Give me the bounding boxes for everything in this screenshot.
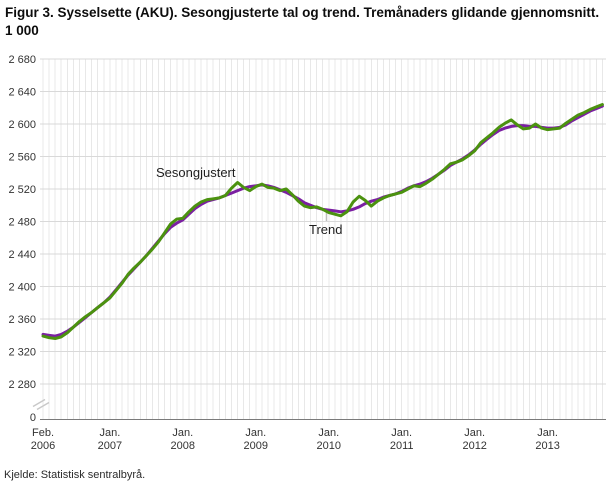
line-chart: 2 680 2 640 2 600 2 560 2 520 2 480 2 440 2 400… xyxy=(8,54,606,452)
x-tick-label-year: 2009 xyxy=(244,440,268,452)
y-tick-label: 2 560 xyxy=(8,152,36,164)
y-tick-label: 2 480 xyxy=(8,217,36,229)
x-tick-label-month: Jan. xyxy=(100,427,121,439)
series-line-sesongjustert xyxy=(41,103,604,340)
y-tick-label: 2 520 xyxy=(8,184,36,196)
y-tick-label: 2 600 xyxy=(8,119,36,131)
y-tick-label: 2 680 xyxy=(8,54,36,66)
y-gridlines xyxy=(40,58,606,385)
y-tick-label: 2 280 xyxy=(8,379,36,391)
y-tick-label: 2 440 xyxy=(8,249,36,261)
figure-title: Figur 3. Sysselsette (AKU). Sesongjuster… xyxy=(5,5,600,38)
x-tick-labels: Feb.2006Jan.2007Jan.2008Jan.2009Jan.2010… xyxy=(31,427,560,452)
x-tick-label-month: Jan. xyxy=(245,427,266,439)
x-tick-label-year: 2008 xyxy=(171,440,195,452)
x-tick-label-year: 2007 xyxy=(98,440,122,452)
x-tick-label-year: 2013 xyxy=(535,440,559,452)
x-tick-label-month: Feb. xyxy=(32,427,54,439)
x-tick-label-month: Jan. xyxy=(464,427,485,439)
x-tick-label-month: Jan. xyxy=(318,427,339,439)
x-tick-label-month: Jan. xyxy=(537,427,558,439)
y-tick-labels: 2 680 2 640 2 600 2 560 2 520 2 480 2 440 2 400… xyxy=(8,54,36,424)
x-tick-label-year: 2011 xyxy=(390,440,414,452)
source-note: Kjelde: Statistisk sentralbyrå. xyxy=(4,469,146,481)
x-tick-label-year: 2006 xyxy=(31,440,55,452)
y-tick-label: 2 320 xyxy=(8,347,36,359)
series-label-trend: Trend xyxy=(309,222,343,237)
y-tick-label: 2 360 xyxy=(8,314,36,326)
x-tick-label-year: 2010 xyxy=(317,440,341,452)
series-label-sesongjustert: Sesongjustert xyxy=(156,165,236,180)
axis-break-icon xyxy=(32,398,50,411)
x-tick-label-month: Jan. xyxy=(391,427,412,439)
x-tick-label-year: 2012 xyxy=(462,440,486,452)
y-tick-label: 2 640 xyxy=(8,87,36,99)
x-tick-label-month: Jan. xyxy=(172,427,193,439)
x-gridlines xyxy=(42,59,603,419)
y-tick-label: 2 400 xyxy=(8,282,36,294)
y-zero-label: 0 xyxy=(30,412,36,424)
